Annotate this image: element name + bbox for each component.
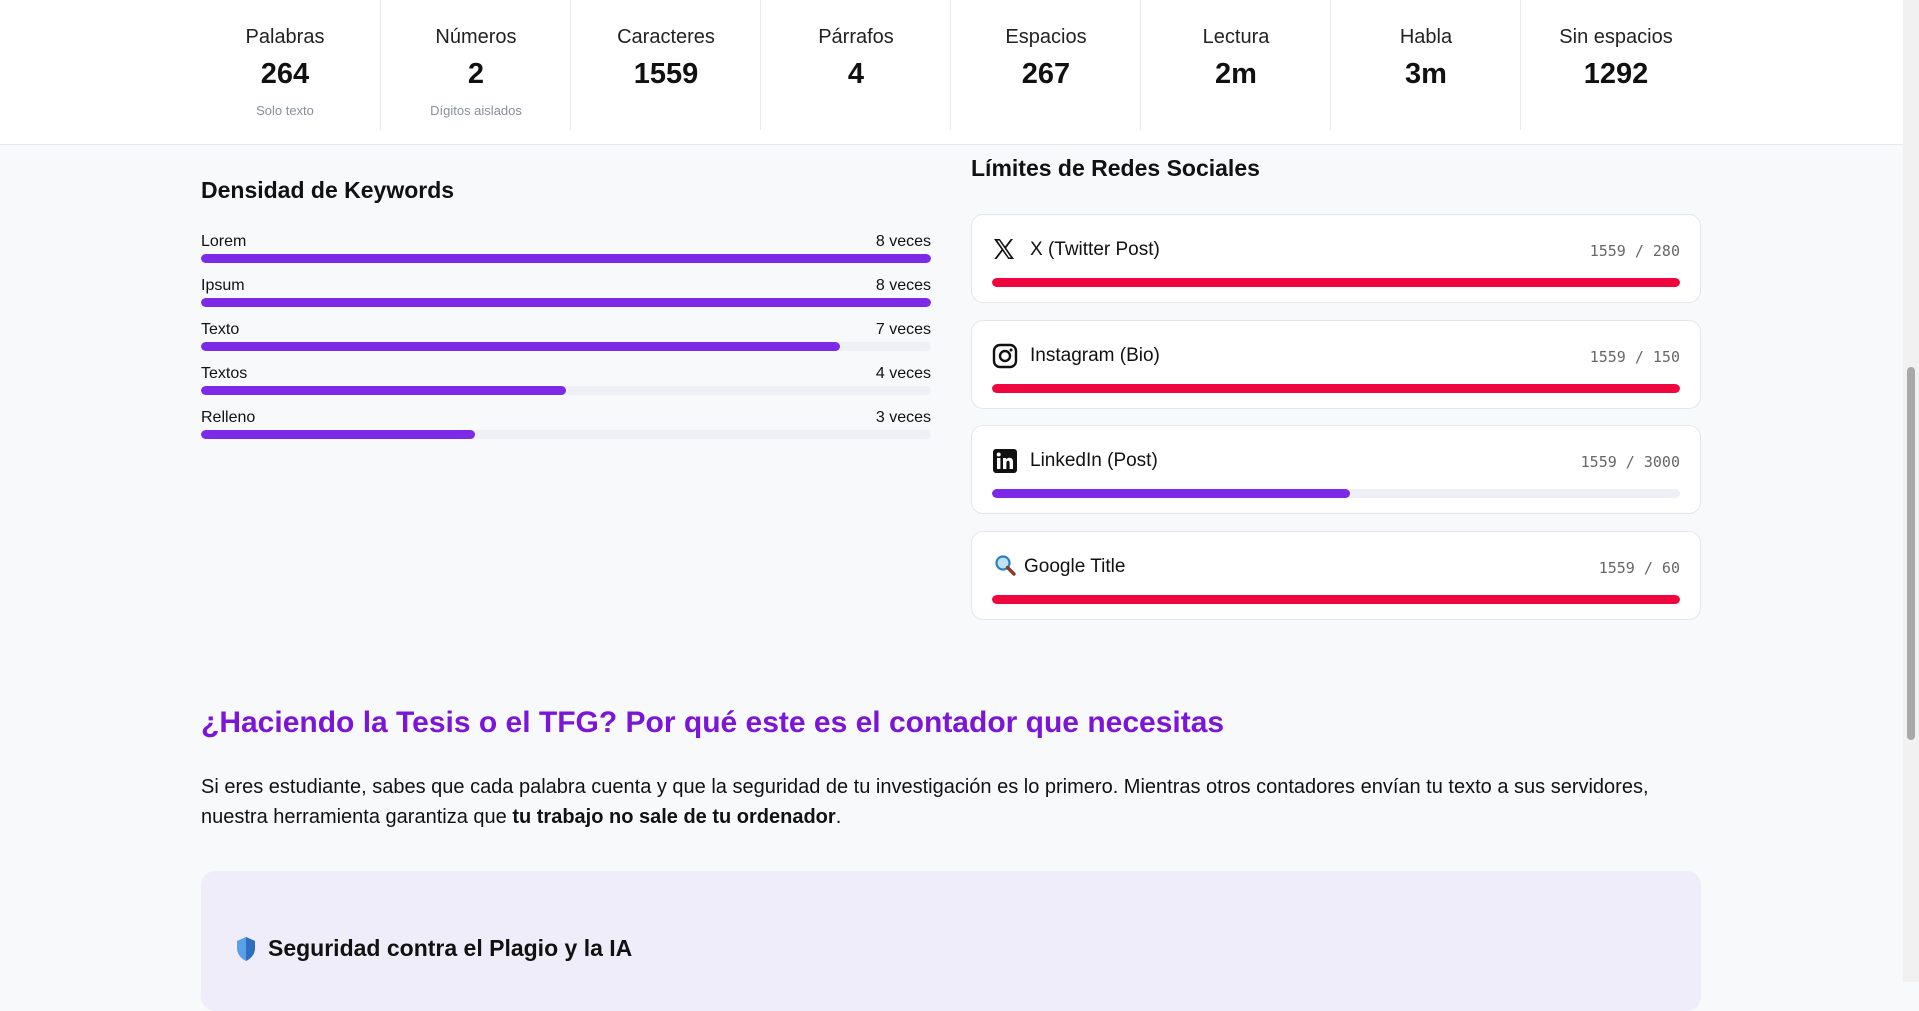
stat-label: Números <box>435 26 517 48</box>
keywords-title: Densidad de Keywords <box>201 177 455 203</box>
stat-label: Caracteres <box>617 26 715 48</box>
keyword-row: Texto 7 veces <box>201 321 931 361</box>
social-count: 1559 / 150 <box>1589 347 1680 366</box>
icon <box>994 239 1014 259</box>
stat: Números 2 Dígitos aislados <box>380 0 571 130</box>
keyword-count: 8 veces <box>875 233 931 250</box>
bar-track <box>201 386 931 395</box>
bold-text: tu trabajo no sale de tu ordenador <box>512 806 836 828</box>
stats-bar: Palabras 264 Solo texto Números 2 Dígitos ais… <box>0 0 1903 145</box>
text: Si eres estudiante, sabes que cada palab… <box>201 776 1649 828</box>
stat-value: 3m <box>1405 58 1447 90</box>
social-name: X (Twitter Post) <box>1030 239 1160 260</box>
stat-note: Solo texto <box>256 103 314 118</box>
stat: Espacios 267 <box>950 0 1141 130</box>
keyword: Textos <box>201 365 248 382</box>
stat-label: Párrafos <box>818 26 894 48</box>
social-name: Instagram (Bio) <box>1030 344 1160 366</box>
stat-value: 264 <box>260 58 310 90</box>
bar-track <box>992 278 1680 287</box>
stat-label: Habla <box>1399 26 1453 48</box>
keyword-count: 4 veces <box>875 365 931 382</box>
bar <box>201 342 840 351</box>
keyword: Relleno <box>201 409 256 426</box>
icon <box>992 343 1018 368</box>
stat-label: Palabras <box>245 26 325 48</box>
stat-note: Dígitos aislados <box>430 103 522 118</box>
stat-value: 2 <box>467 58 485 90</box>
article-heading: ¿Haciendo la Tesis o el TFG? Por qué est… <box>201 706 1225 739</box>
social-card: X (Twitter Post) 1559 / 280 <box>971 214 1701 303</box>
bar <box>992 278 1680 287</box>
stat: Palabras 264 Solo texto <box>190 0 380 130</box>
keyword-row: Lorem 8 veces <box>201 233 931 273</box>
keyword-row: Ipsum 8 veces <box>201 277 931 317</box>
social-title: Límites de Redes Sociales <box>971 155 1260 181</box>
stat-label: Lectura <box>1202 26 1270 48</box>
keyword-count: 7 veces <box>875 321 931 338</box>
bar <box>992 594 1680 604</box>
icon <box>993 449 1017 473</box>
keyword-row: Relleno 3 veces <box>201 409 931 449</box>
scrollbar-thumb[interactable] <box>1907 367 1915 740</box>
keyword: Lorem <box>201 233 247 250</box>
article-paragraph: Si eres estudiante, sabes que cada palab… <box>201 772 1701 832</box>
social-card: LinkedIn (Post) 1559 / 3000 <box>971 425 1701 514</box>
bar-track <box>201 342 931 351</box>
stat-value: 4 <box>847 58 865 90</box>
stat: Lectura 2m <box>1140 0 1331 130</box>
stat-label: Espacios <box>1005 26 1087 48</box>
bar-track <box>992 594 1680 604</box>
bar <box>992 383 1680 393</box>
keyword-row: Textos 4 veces <box>201 365 931 405</box>
bar-track <box>201 254 931 263</box>
social-card: Instagram (Bio) 1559 / 150 <box>971 319 1701 409</box>
bar <box>992 489 1350 498</box>
box-title: Seguridad contra el Plagio y la IA <box>268 935 633 961</box>
stat: Párrafos 4 <box>760 0 951 130</box>
text: . <box>835 806 842 828</box>
bar <box>201 386 566 395</box>
social-card: Google Title 1559 / 60 <box>971 530 1701 620</box>
keyword: Texto <box>201 321 240 338</box>
stat-value: 267 <box>1021 58 1071 90</box>
social-name: LinkedIn (Post) <box>1030 450 1158 471</box>
stat-value: 1559 <box>633 58 699 90</box>
social-count: 1559 / 3000 <box>1580 453 1680 471</box>
shield-icon <box>237 937 255 961</box>
bar <box>201 254 931 263</box>
social-count: 1559 / 280 <box>1589 242 1680 260</box>
keyword-count: 8 veces <box>875 277 931 294</box>
stat-value: 1292 <box>1583 58 1649 90</box>
social-name: Google Title <box>1024 555 1126 577</box>
icon <box>995 554 1016 576</box>
bar <box>201 298 931 307</box>
bar-track <box>201 430 931 439</box>
keyword: Ipsum <box>201 277 245 294</box>
stat-value: 2m <box>1215 58 1257 90</box>
bar <box>201 430 475 439</box>
bar-track <box>992 383 1680 393</box>
stat: Sin espacios 1292 <box>1520 0 1711 130</box>
bar-track <box>992 489 1680 498</box>
stat-label: Sin espacios <box>1559 26 1673 48</box>
bar-track <box>201 298 931 307</box>
keyword-count: 3 veces <box>875 409 931 426</box>
stat: Caracteres 1559 <box>570 0 761 130</box>
stat: Habla 3m <box>1330 0 1521 130</box>
social-count: 1559 / 60 <box>1598 558 1680 577</box>
